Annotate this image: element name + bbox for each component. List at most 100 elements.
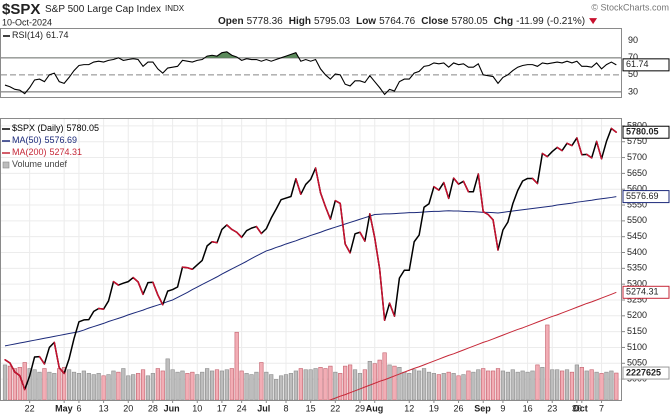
x-tick-label: Sep bbox=[474, 403, 491, 413]
volume-bar bbox=[461, 374, 466, 400]
volume-bar bbox=[594, 371, 599, 400]
down-segment bbox=[181, 266, 189, 269]
volume-bar bbox=[441, 373, 446, 400]
volume-bar bbox=[520, 370, 525, 400]
down-segment bbox=[531, 177, 539, 185]
down-segment bbox=[58, 366, 65, 375]
volume-bar bbox=[76, 373, 82, 400]
legend-value: 5274.31 bbox=[50, 147, 83, 157]
down-segment bbox=[53, 341, 60, 369]
volume-bar bbox=[550, 369, 555, 400]
legend-entry: MA(50) 5576.69 bbox=[12, 135, 77, 145]
volume-bar bbox=[259, 362, 264, 400]
down-segment bbox=[19, 374, 26, 391]
volume-bar bbox=[412, 369, 417, 400]
volume-bar bbox=[614, 372, 619, 400]
x-tick-label: 28 bbox=[148, 403, 158, 413]
volume-bar bbox=[609, 370, 614, 400]
volume-bar bbox=[274, 379, 279, 400]
y-tick-label: 5550 bbox=[627, 199, 647, 209]
volume-bar bbox=[352, 369, 358, 400]
volume-bar bbox=[417, 370, 422, 400]
volume-bar bbox=[357, 373, 363, 400]
series-line bbox=[4, 196, 617, 347]
y-tick-label: 5650 bbox=[627, 168, 647, 178]
x-tick-label: Aug bbox=[366, 403, 384, 413]
volume-bar bbox=[574, 364, 579, 400]
x-tick-label: 19 bbox=[429, 403, 439, 413]
volume-bar bbox=[318, 367, 323, 400]
y-tick-label: 5400 bbox=[627, 247, 647, 257]
down-segment bbox=[566, 142, 573, 147]
volume-bar bbox=[333, 371, 338, 400]
rsi-fill-group bbox=[4, 51, 617, 96]
volume-bar bbox=[323, 368, 328, 400]
y-tick-label: 5800 bbox=[627, 120, 647, 130]
rsi-last-value: 61.74 bbox=[626, 59, 649, 69]
volume-bar bbox=[466, 370, 471, 400]
y-tick-label: 5100 bbox=[627, 342, 647, 352]
rsi-legend: RSI(14) 61.74 bbox=[12, 30, 69, 40]
volume-bar bbox=[106, 374, 111, 400]
volume-bar bbox=[471, 371, 476, 400]
volume-bar bbox=[604, 371, 609, 400]
volume-bar bbox=[510, 369, 515, 400]
volume-bar bbox=[540, 367, 545, 400]
volume-bar bbox=[209, 370, 215, 400]
volume-bar bbox=[555, 369, 560, 400]
x-tick-label: 17 bbox=[217, 403, 227, 413]
down-segment bbox=[132, 276, 139, 283]
quote-value: 5764.76 bbox=[379, 16, 416, 27]
volume-bar bbox=[180, 370, 185, 400]
legend-entry: MA(200) 5274.31 bbox=[12, 147, 82, 157]
down-segment bbox=[556, 146, 563, 152]
volume-bar bbox=[490, 370, 496, 400]
quote-value: -11.99 bbox=[516, 16, 544, 27]
volume-bar bbox=[140, 369, 146, 400]
volume-bar bbox=[195, 374, 200, 400]
volume-bar bbox=[234, 331, 239, 400]
volume-bar bbox=[219, 370, 225, 400]
down-segment bbox=[487, 213, 494, 221]
down-segment bbox=[38, 355, 46, 365]
x-tick-label: 16 bbox=[523, 403, 533, 413]
volume-bar bbox=[402, 371, 407, 400]
volume-bar bbox=[131, 374, 136, 400]
y-tick-label: 5350 bbox=[627, 263, 647, 273]
symbol: $SPX bbox=[2, 1, 40, 18]
y-tick-label: 5150 bbox=[627, 326, 647, 336]
volume-bar bbox=[37, 371, 42, 400]
down-segment bbox=[231, 228, 238, 234]
y-tick-label: 5750 bbox=[627, 136, 647, 146]
rsi-tick-label: 70 bbox=[628, 52, 638, 62]
rsi-legend-name: RSI(14) bbox=[12, 30, 43, 40]
volume-bar bbox=[392, 365, 397, 400]
volume-bar bbox=[160, 370, 165, 400]
volume-bar bbox=[32, 369, 37, 400]
volume-bar bbox=[288, 373, 294, 400]
volume-bar bbox=[200, 371, 205, 400]
last-value: 5780.05 bbox=[626, 127, 659, 137]
legend-value: 5780.05 bbox=[67, 123, 100, 133]
volume-bar bbox=[57, 368, 62, 400]
volume-bar bbox=[205, 368, 210, 400]
volume-bar bbox=[264, 371, 269, 400]
down-segment bbox=[462, 180, 470, 193]
volume-bar bbox=[481, 368, 486, 400]
down-segment bbox=[433, 185, 440, 191]
volume-bar bbox=[397, 367, 402, 400]
rsi-tick-label: 30 bbox=[628, 86, 638, 96]
rsi-panel bbox=[0, 28, 622, 98]
quote-label: High bbox=[289, 16, 311, 27]
down-segment bbox=[595, 140, 603, 160]
change-arrow bbox=[589, 18, 598, 25]
y-tick-label: 5200 bbox=[627, 310, 647, 320]
volume-bar bbox=[362, 369, 367, 400]
down-segment bbox=[388, 302, 396, 317]
legend-swatch bbox=[2, 161, 10, 169]
volume-bar bbox=[476, 369, 481, 400]
x-tick-label: 15 bbox=[306, 403, 316, 413]
volume-bar bbox=[579, 367, 584, 400]
down-segment bbox=[157, 294, 164, 306]
volume-bar bbox=[298, 368, 303, 400]
